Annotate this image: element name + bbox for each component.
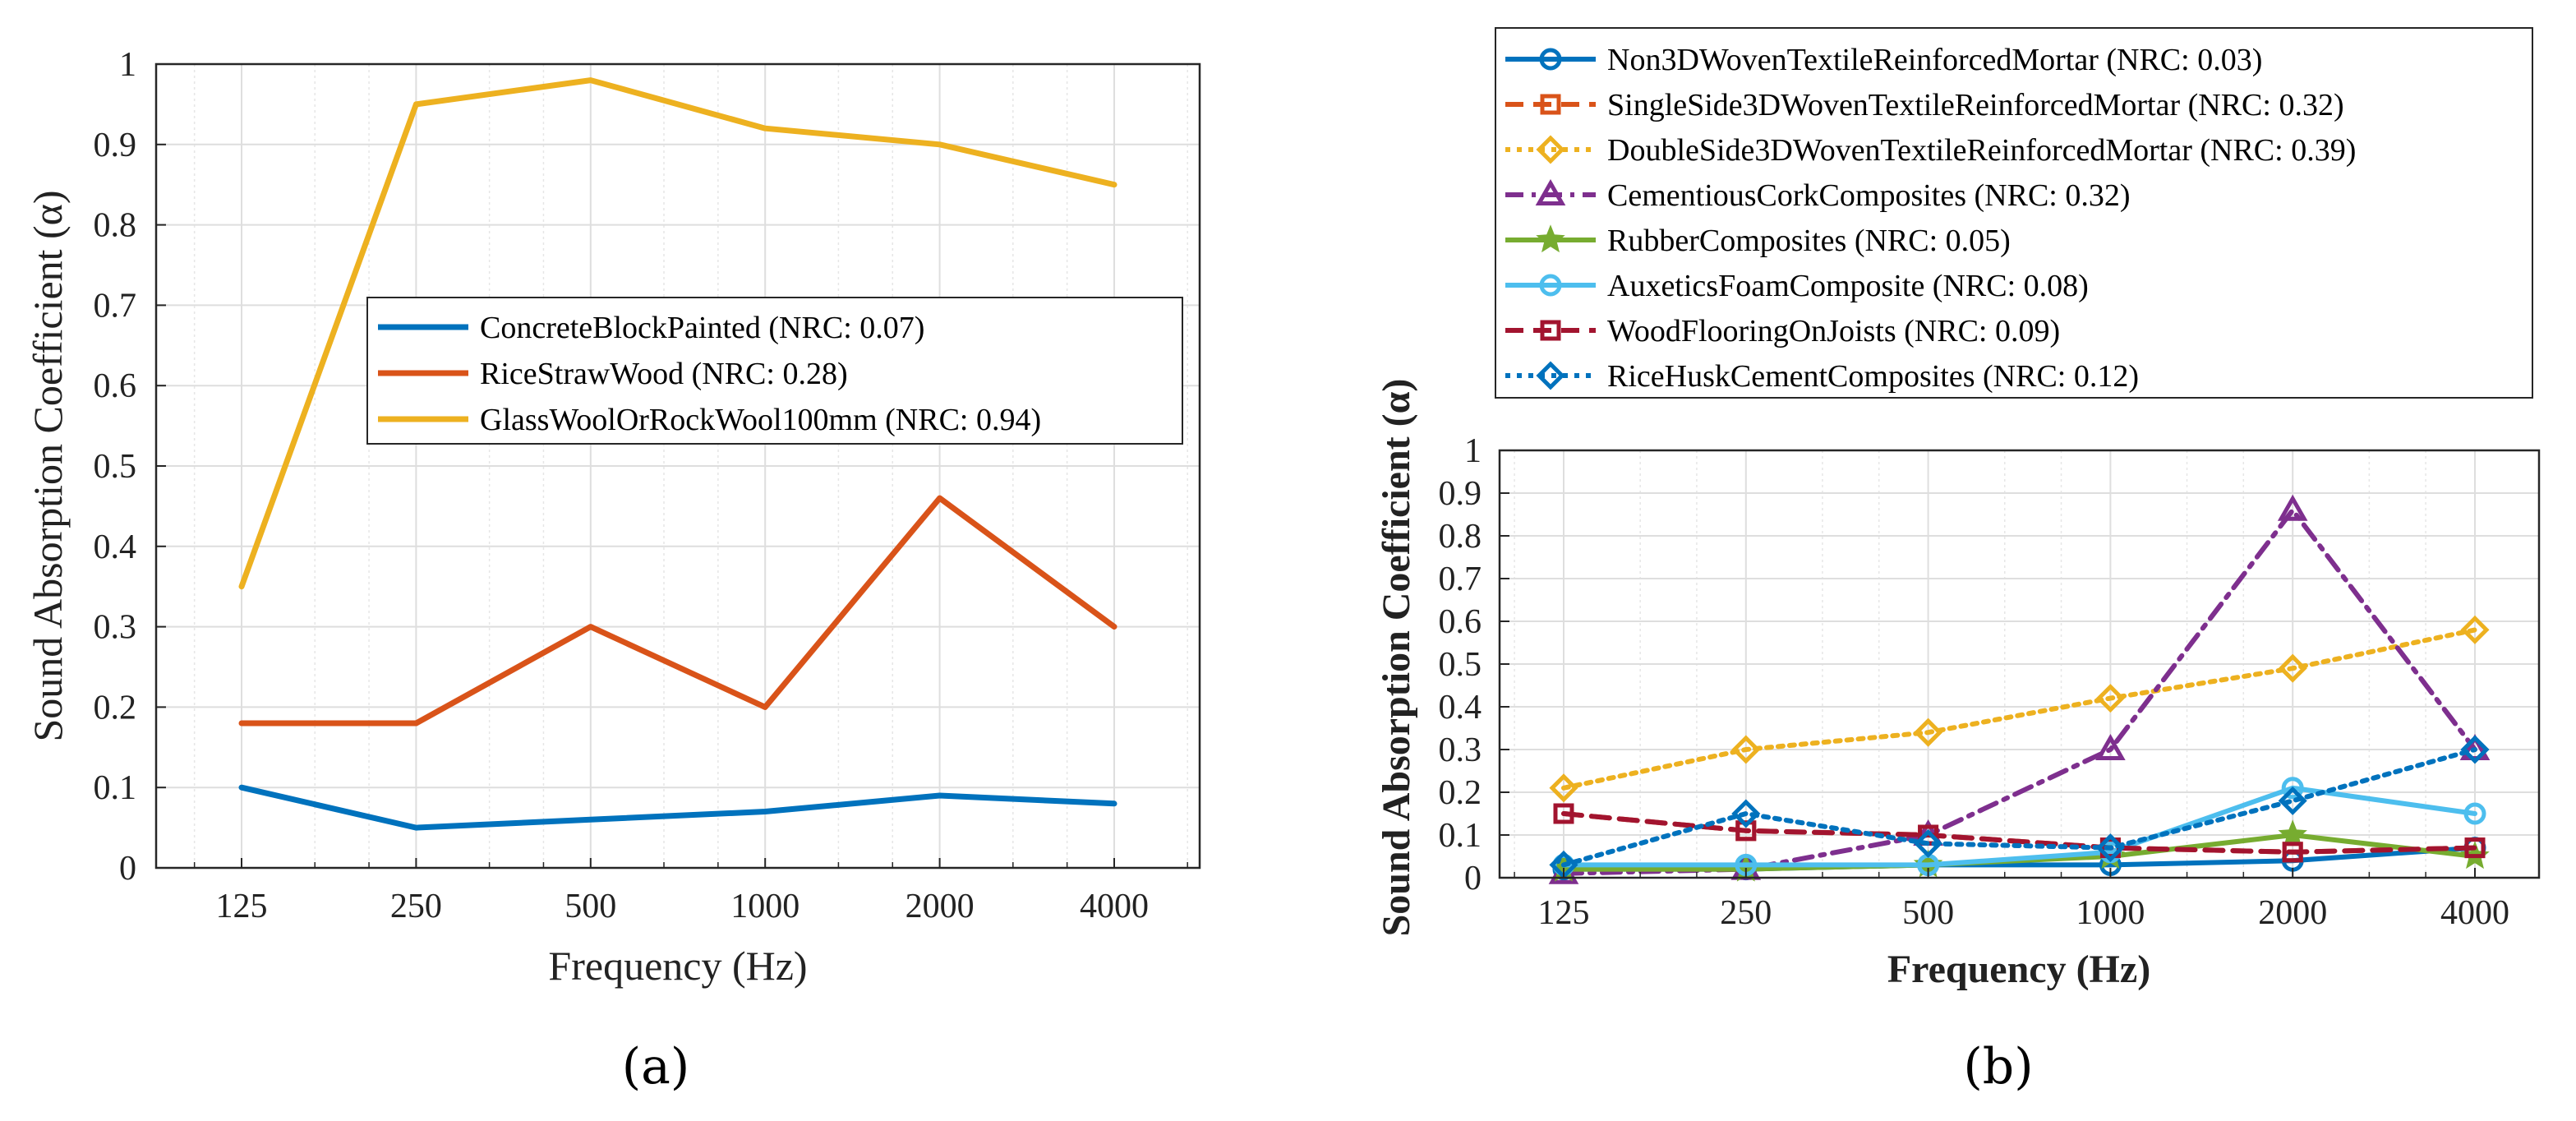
y-tick-label: 0.7 bbox=[1439, 560, 1482, 598]
y-tick-label: 0.6 bbox=[94, 367, 137, 405]
data-point-marker bbox=[2278, 819, 2307, 848]
panel-a-legend-box bbox=[366, 297, 1183, 445]
legend-entry-label: RiceStrawWood (NRC: 0.28) bbox=[480, 357, 848, 391]
legend-entry-label: Non3DWovenTextileReinforcedMortar (NRC: … bbox=[1607, 43, 2262, 77]
x-tick-label: 4000 bbox=[1080, 888, 1149, 925]
y-tick-label: 0.3 bbox=[1439, 731, 1482, 769]
x-tick-label: 2000 bbox=[906, 888, 975, 925]
legend-entry-label: ConcreteBlockPainted (NRC: 0.07) bbox=[480, 311, 924, 345]
data-point-marker bbox=[2463, 802, 2486, 825]
y-tick-label: 0 bbox=[119, 850, 136, 888]
data-point-marker bbox=[2095, 833, 2125, 863]
data-point-marker bbox=[2095, 733, 2126, 760]
x-tick-label: 250 bbox=[390, 888, 442, 925]
x-tick-label: 125 bbox=[1538, 894, 1590, 932]
y-tick-label: 0.4 bbox=[1439, 689, 1482, 727]
y-tick-label: 0.8 bbox=[94, 207, 137, 245]
x-tick-label: 1000 bbox=[2076, 894, 2145, 932]
series-line-3 bbox=[1561, 507, 2477, 876]
y-tick-label: 0.4 bbox=[94, 528, 137, 566]
y-tick-label: 0.2 bbox=[1439, 774, 1482, 812]
x-tick-label: 500 bbox=[565, 888, 616, 925]
y-tick-label: 0.6 bbox=[1439, 603, 1482, 641]
panel-a-ticks: 125 250 500 1000 2000 4000 0 0.1 0.2 0.3 0.4 0.5 0.6… bbox=[94, 46, 1188, 925]
data-point-marker bbox=[2464, 837, 2486, 859]
data-point-marker bbox=[2278, 653, 2307, 683]
series-line-2 bbox=[238, 77, 1117, 590]
data-point-marker bbox=[2460, 735, 2490, 764]
y-tick-label: 1 bbox=[119, 46, 136, 84]
data-point-marker bbox=[2281, 777, 2304, 800]
panel-a-chart: 125 250 500 1000 2000 4000 0 0.1 0.2 0.3 0.4 0.5 0.6… bbox=[25, 46, 1201, 1096]
legend-marker bbox=[1536, 135, 1565, 164]
legend-marker bbox=[1540, 94, 1561, 115]
x-tick-label: 125 bbox=[216, 888, 268, 925]
panel-b-ticks: 125 250 500 1000 2000 4000 0 0.1 0.2 0.3 0.4 0.5 0.6… bbox=[1439, 432, 2510, 932]
panel-a-label: (a) bbox=[622, 1038, 690, 1096]
y-tick-label: 0.5 bbox=[1439, 646, 1482, 684]
data-point-marker bbox=[2282, 842, 2303, 863]
data-point-marker bbox=[2095, 684, 2125, 713]
series-line-1 bbox=[238, 495, 1117, 727]
panel-b-ylabel: Sound Absorption Coefficient (α) bbox=[1375, 379, 1418, 937]
panel-b-chart: 125 250 500 1000 2000 4000 0 0.1 0.2 0.3 0.4 0.5 0.6… bbox=[1375, 27, 2541, 1096]
data-point-marker bbox=[1549, 773, 1578, 803]
legend-marker bbox=[1539, 274, 1562, 297]
legend-marker bbox=[1540, 320, 1561, 341]
y-tick-label: 0.8 bbox=[1439, 518, 1482, 556]
x-tick-label: 4000 bbox=[2440, 894, 2509, 932]
data-point-marker bbox=[1731, 799, 1761, 828]
legend-entry-label: AuxeticsFoamComposite (NRC: 0.08) bbox=[1607, 269, 2089, 303]
panel-a-xlabel: Frequency (Hz) bbox=[548, 943, 807, 989]
data-point-marker bbox=[1553, 803, 1574, 824]
y-tick-label: 0.7 bbox=[94, 287, 137, 325]
panel-b-legend-box bbox=[1495, 27, 2533, 399]
data-point-marker bbox=[2278, 786, 2307, 815]
y-tick-label: 0.5 bbox=[94, 448, 137, 486]
panel-a-series-group bbox=[238, 77, 1117, 831]
data-point-marker bbox=[1731, 735, 1761, 764]
series-line-0 bbox=[238, 784, 1117, 831]
legend-entry-label: WoodFlooringOnJoists (NRC: 0.09) bbox=[1607, 314, 2060, 348]
panel-a-ylabel: Sound Absorption Coefficient (α) bbox=[25, 190, 71, 741]
data-point-marker bbox=[2277, 494, 2308, 521]
legend-entry-label: GlassWoolOrRockWool100mm (NRC: 0.94) bbox=[480, 403, 1041, 437]
y-tick-label: 1 bbox=[1464, 432, 1482, 470]
legend-marker bbox=[1536, 361, 1565, 390]
y-tick-label: 0.2 bbox=[94, 689, 137, 727]
x-tick-label: 1000 bbox=[730, 888, 800, 925]
y-tick-label: 0.3 bbox=[94, 609, 137, 647]
legend-marker bbox=[1535, 178, 1566, 205]
data-point-marker bbox=[2460, 615, 2490, 644]
panel-b-label: (b) bbox=[1963, 1038, 2033, 1096]
legend-entry-label: RubberComposites (NRC: 0.05) bbox=[1607, 224, 2011, 258]
panel-b-legend: Non3DWovenTextileReinforcedMortar (NRC: … bbox=[1495, 27, 2533, 399]
legend-entry-label: DoubleSide3DWovenTextileReinforcedMortar… bbox=[1607, 133, 2356, 168]
data-point-marker bbox=[1914, 828, 1943, 858]
legend-marker bbox=[1536, 224, 1565, 253]
x-tick-label: 2000 bbox=[2258, 894, 2327, 932]
y-tick-label: 0.1 bbox=[1439, 817, 1482, 855]
legend-marker bbox=[1539, 48, 1562, 71]
x-tick-label: 250 bbox=[1720, 894, 1772, 932]
y-tick-label: 0.1 bbox=[94, 769, 137, 807]
legend-entry-label: CementiousCorkComposites (NRC: 0.32) bbox=[1607, 178, 2131, 213]
series-line-6 bbox=[1561, 811, 2477, 855]
y-tick-label: 0.9 bbox=[1439, 475, 1482, 513]
series-line-7 bbox=[1561, 747, 2477, 868]
legend-entry-label: RiceHuskCementComposites (NRC: 0.12) bbox=[1607, 359, 2139, 394]
x-tick-label: 500 bbox=[1902, 894, 1954, 932]
data-point-marker bbox=[1914, 717, 1943, 747]
panel-a-legend: ConcreteBlockPainted (NRC: 0.07) RiceStra… bbox=[366, 297, 1183, 445]
panel-b-xlabel: Frequency (Hz) bbox=[1887, 948, 2150, 991]
series-line-2 bbox=[1561, 627, 2477, 791]
y-tick-label: 0 bbox=[1464, 860, 1482, 897]
y-tick-label: 0.9 bbox=[94, 127, 137, 164]
legend-entry-label: SingleSide3DWovenTextileReinforcedMortar… bbox=[1607, 88, 2344, 122]
